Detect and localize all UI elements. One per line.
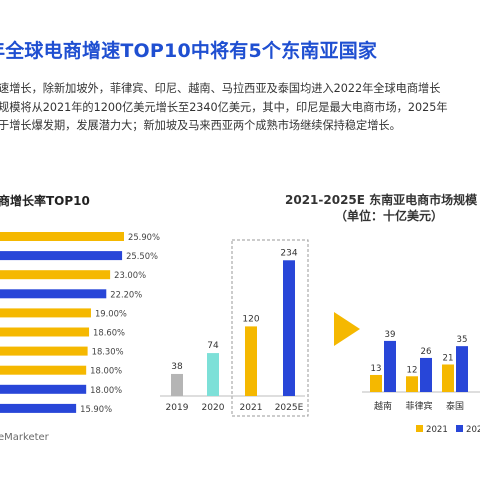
- growth-bar: [0, 365, 87, 375]
- growth-bar-label: 25.90%: [128, 232, 160, 242]
- sea-bar-2021: [406, 376, 418, 392]
- market-bar-category: 2020: [202, 403, 225, 413]
- arrow-icon: [334, 312, 360, 346]
- sea-bar-2021: [370, 374, 382, 392]
- legend-label-2025e: 202: [466, 425, 480, 435]
- sea-bar-category: 菲律宾: [405, 400, 432, 412]
- market-bar: [171, 373, 183, 396]
- growth-bar-label: 18.00%: [90, 385, 122, 395]
- growth-bar: [0, 327, 90, 337]
- sea-chart-title: 2021-2025E 东南亚电商市场规模 （单位：十亿美元）: [285, 192, 480, 224]
- growth-bar: [0, 232, 124, 241]
- sea-bar-value: 12: [407, 365, 418, 375]
- sea-chart-title-line: 2021-2025E 东南亚电商市场规模: [285, 193, 478, 207]
- sea-chart-subtitle: （单位：十亿美元）: [335, 209, 444, 223]
- market-bar-category: 2025E: [275, 403, 304, 413]
- summary-line: 速增长，除新加坡外，菲律宾、印尼、越南、马拉西亚及泰国均进入2022年全球电商增…: [0, 82, 441, 95]
- market-bar-value: 74: [207, 341, 219, 351]
- growth-bar-label: 25.50%: [126, 251, 158, 261]
- growth-bar-label: 22.20%: [110, 289, 142, 299]
- market-bar-value: 38: [171, 362, 183, 372]
- growth-bar: [0, 384, 87, 394]
- growth-bar-label: 18.60%: [93, 328, 125, 338]
- page-title: 年全球电商增速TOP10中将有5个东南亚国家: [0, 40, 378, 62]
- growth-rate-chart: 25.90% 25.50% 23.00% 22.20% 19.00% 18.60% 18.3…: [0, 232, 160, 414]
- growth-bar-label: 19.00%: [95, 308, 127, 318]
- legend-swatch-2021: [416, 425, 423, 432]
- growth-bar: [0, 289, 107, 299]
- growth-bar-label: 18.30%: [92, 347, 124, 357]
- sea-bar-value: 21: [443, 353, 454, 363]
- growth-chart-title: 商增长率TOP10: [0, 194, 90, 208]
- market-bar-value: 120: [242, 314, 259, 324]
- growth-bar-label: 18.00%: [90, 366, 122, 376]
- sea-bar-2025e: [420, 357, 432, 392]
- market-size-chart: 38 2019 74 2020 120 2021 234 2025E: [160, 239, 309, 417]
- sea-bar-2025e: [456, 346, 468, 392]
- sea-bar-category: 越南: [374, 400, 392, 412]
- highlight-box: [231, 239, 309, 417]
- market-bar-category: 2019: [166, 403, 189, 413]
- legend-swatch-2025e: [456, 425, 463, 432]
- growth-bar: [0, 346, 88, 356]
- market-bar-category: 2021: [240, 403, 263, 413]
- sea-bar-value: 35: [457, 335, 468, 345]
- market-bar: [283, 260, 295, 396]
- sea-bar-category: 泰国: [446, 400, 464, 412]
- summary-line: 规模将从2021年的1200亿美元增长至2340亿美元，其中，印尼是最大电商市场…: [0, 100, 448, 114]
- growth-bar-label: 15.90%: [80, 404, 112, 414]
- sea-bar-value: 13: [371, 364, 382, 374]
- growth-bar: [0, 251, 123, 261]
- growth-bar-label: 23.00%: [114, 270, 146, 280]
- sea-bar-value: 26: [421, 347, 432, 357]
- growth-bar: [0, 403, 77, 413]
- sea-bar-value: 39: [385, 330, 396, 340]
- growth-bar: [0, 308, 91, 318]
- sea-bar-2025e: [384, 340, 396, 392]
- market-bar: [207, 353, 219, 396]
- growth-bar: [0, 270, 111, 280]
- source-note: eMarketer: [0, 432, 49, 443]
- summary-paragraph: 速增长，除新加坡外，菲律宾、印尼、越南、马拉西亚及泰国均进入2022年全球电商增…: [0, 80, 480, 136]
- sea-bar-2021: [442, 364, 454, 392]
- summary-line: 于增长爆发期，发展潜力大；新加坡及马来西亚两个成熟市场继续保持稳定增长。: [0, 119, 401, 133]
- legend-label-2021: 2021: [426, 425, 448, 435]
- market-bar: [245, 326, 257, 396]
- market-bar-value: 234: [280, 248, 297, 258]
